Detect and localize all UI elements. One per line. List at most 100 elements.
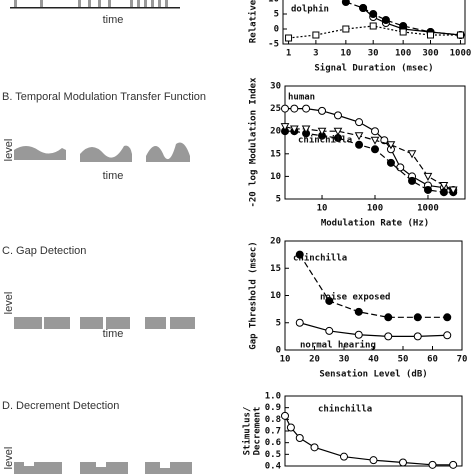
marker <box>341 0 350 6</box>
y-tick-label: 0.6 <box>265 438 281 448</box>
marker <box>386 158 395 167</box>
marker <box>333 111 342 120</box>
marker <box>310 443 319 452</box>
marker <box>340 452 348 461</box>
marker <box>399 28 407 36</box>
y-tick-label: 25 <box>270 104 281 114</box>
y-axis-label: Decrement <box>253 407 263 456</box>
y-tick-label: 30 <box>270 82 281 92</box>
x-tick-label: 1000 <box>450 49 472 59</box>
marker <box>285 34 293 42</box>
marker <box>280 123 290 132</box>
x-axis-label: Modulation Rate (Hz) <box>321 218 429 229</box>
marker <box>428 460 437 469</box>
series-label: normal hearing <box>300 340 376 351</box>
y-tick-label: 1.0 <box>265 392 281 402</box>
marker <box>295 318 304 327</box>
series-label: chinchilla <box>298 135 352 146</box>
y-tick-label: 0.9 <box>265 403 281 413</box>
x-tick-label: 10 <box>340 49 351 59</box>
y-tick-label: 15 <box>270 149 281 159</box>
y-tick-label: 5 <box>274 10 279 20</box>
marker <box>369 10 378 18</box>
y-tick-label: 0 <box>276 346 281 356</box>
marker <box>423 172 433 181</box>
y-axis-label: Relative <box>248 0 259 43</box>
marker <box>355 140 364 149</box>
y-axis-label: Stimulus/ <box>242 407 253 456</box>
marker <box>399 22 408 30</box>
series-line <box>299 322 448 337</box>
y-tick-label: -5 <box>268 40 279 50</box>
marker <box>386 141 396 150</box>
y-tick-label: 5 <box>276 195 281 205</box>
marker <box>384 332 393 341</box>
panel-title: D. Decrement Detection <box>2 400 119 412</box>
marker <box>333 127 343 136</box>
y-axis-label: -20 log Modulation Index <box>248 77 259 208</box>
x-tick-label: 100 <box>395 49 411 59</box>
marker <box>342 25 350 33</box>
x-tick-label: 30 <box>339 355 350 365</box>
y-tick-label: 5 <box>276 318 281 328</box>
annotation: chinchilla <box>293 253 347 264</box>
marker <box>354 330 363 339</box>
y-tick-label: 20 <box>270 237 281 247</box>
marker <box>413 313 422 322</box>
x-tick-label: 1000 <box>417 204 439 214</box>
marker <box>290 104 299 113</box>
marker <box>286 423 295 432</box>
marker <box>355 118 364 127</box>
y-tick-label: 0.7 <box>265 427 281 437</box>
y-tick-label: 10 <box>270 172 281 182</box>
level-label: level <box>3 139 15 162</box>
x-axis-label: Signal Duration (msec) <box>314 63 433 74</box>
marker <box>301 125 311 134</box>
marker <box>456 31 464 39</box>
marker <box>384 313 393 322</box>
x-tick-label: 1 <box>286 49 291 59</box>
series-line <box>362 7 461 36</box>
marker <box>369 22 377 30</box>
x-tick-label: 10 <box>280 355 291 365</box>
y-tick-label: 15 <box>270 264 281 274</box>
y-tick-label: 20 <box>270 127 281 137</box>
chart: 0.4 0.5 0.60.7 0.8 0.91.0 Stimulus/Decrement c… <box>242 392 463 472</box>
marker <box>281 104 289 113</box>
level-label: level <box>3 447 15 470</box>
time-label: time <box>103 328 124 340</box>
marker <box>325 326 334 335</box>
marker <box>439 181 449 190</box>
marker <box>427 31 435 39</box>
marker <box>312 31 320 39</box>
x-tick-label: 30 <box>368 49 379 59</box>
panel-title: B. Temporal Modulation Transfer Function <box>2 91 206 103</box>
marker <box>449 460 458 469</box>
marker <box>317 127 327 136</box>
marker <box>423 185 432 194</box>
series-label: human <box>288 93 315 103</box>
series-line <box>299 254 448 318</box>
schematics <box>10 0 195 474</box>
annotation: chinchilla <box>318 404 372 415</box>
panel-title: C. Gap Detection <box>2 245 86 257</box>
marker <box>302 104 311 113</box>
marker <box>396 163 405 172</box>
y-tick-label: 10 <box>268 0 279 5</box>
chart: -5 0 5 10 1 3 10 30 100 300 1000 Signal Duration (m… <box>248 0 472 74</box>
marker <box>371 145 379 154</box>
marker <box>318 106 327 115</box>
x-tick-label: 10 <box>317 204 328 214</box>
marker <box>281 411 289 420</box>
y-axis-label: Gap Threshold (msec) <box>249 241 259 349</box>
series-label: noise exposed <box>320 292 390 303</box>
x-tick-label: 100 <box>367 204 383 214</box>
marker <box>443 331 452 340</box>
y-tick-label: 0.5 <box>265 450 281 460</box>
x-tick-label: 20 <box>309 355 320 365</box>
y-tick-label: 0.4 <box>265 462 282 472</box>
marker <box>413 332 422 341</box>
x-axis-label: Sensation Level (dB) <box>319 369 427 380</box>
y-tick-label: 10 <box>270 291 281 301</box>
